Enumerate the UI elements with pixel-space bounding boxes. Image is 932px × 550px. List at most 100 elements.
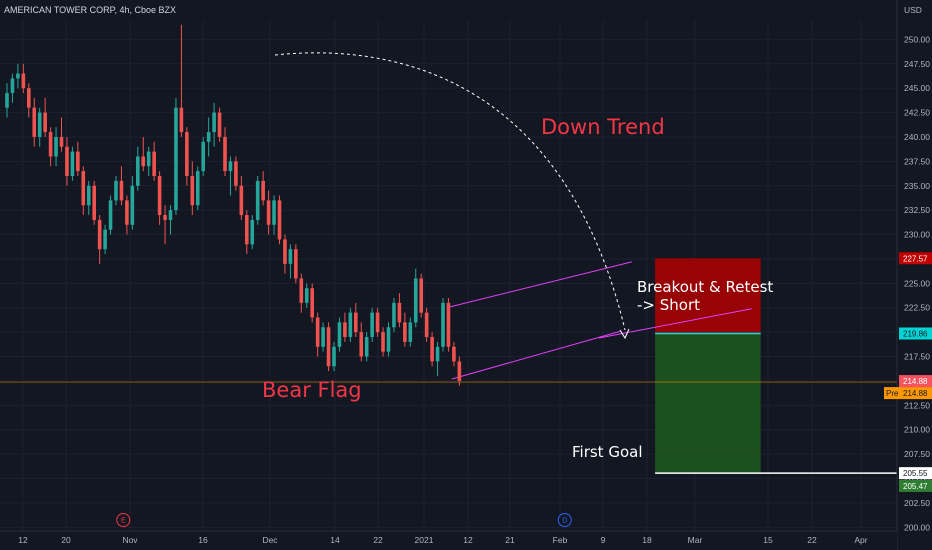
grid-lines bbox=[0, 20, 897, 531]
time-tick-label: 16 bbox=[198, 535, 208, 545]
bear-flag-channel[interactable] bbox=[446, 261, 752, 380]
down-trend-arrowhead bbox=[619, 328, 630, 340]
bear-flag-label: Bear Flag bbox=[262, 378, 362, 402]
candle-body bbox=[446, 302, 451, 347]
stop-loss-zone bbox=[655, 258, 761, 334]
candle-body bbox=[168, 210, 173, 220]
price-badge-value: 214.88 bbox=[903, 389, 928, 398]
candle-body bbox=[337, 322, 342, 347]
candle-body bbox=[76, 151, 80, 172]
time-tick-label: 22 bbox=[373, 535, 383, 545]
candle-body bbox=[332, 346, 336, 367]
price-badges: 227.57 219.86 214.88 214.88 Pre 205.55 205.47 bbox=[884, 252, 932, 492]
candle-body bbox=[354, 312, 358, 333]
event-marker-label: E bbox=[121, 518, 126, 525]
price-axis-labels: 200.00202.50205.00207.50210.00212.50215.… bbox=[904, 34, 930, 532]
candle-body bbox=[381, 332, 385, 352]
time-axis-background bbox=[0, 531, 897, 550]
event-marker[interactable] bbox=[116, 513, 131, 527]
channel-lower-line bbox=[451, 330, 621, 380]
candle-body bbox=[10, 78, 15, 94]
candle-body bbox=[228, 161, 233, 172]
first-goal-label: First Goal bbox=[572, 443, 643, 461]
candle-body bbox=[217, 112, 222, 137]
candle-body bbox=[250, 219, 255, 245]
channel-mid-line bbox=[598, 308, 752, 339]
candle-body bbox=[299, 278, 304, 303]
candle-body bbox=[125, 200, 129, 225]
candle-body bbox=[452, 346, 456, 362]
price-tick-label: 207.50 bbox=[904, 449, 930, 459]
candle-body bbox=[359, 332, 364, 357]
candle-body bbox=[348, 312, 353, 338]
candle-body bbox=[413, 278, 418, 323]
price-axis-background bbox=[897, 0, 932, 550]
candle-body bbox=[261, 180, 265, 201]
candle-body bbox=[294, 249, 298, 279]
price-badge bbox=[899, 375, 932, 388]
candle-body bbox=[97, 219, 102, 250]
candle-body bbox=[457, 361, 462, 381]
time-tick-label: Apr bbox=[854, 535, 867, 545]
candle-body bbox=[403, 322, 407, 342]
time-tick-label: Nov bbox=[122, 535, 138, 545]
price-tick-label: 242.50 bbox=[904, 108, 930, 118]
candle-body bbox=[266, 200, 271, 225]
candle-body bbox=[81, 171, 86, 206]
candle-body bbox=[48, 132, 53, 157]
candle-body bbox=[174, 107, 178, 211]
candle-body bbox=[288, 249, 293, 264]
channel-upper-line bbox=[446, 261, 632, 309]
pre-market-label: Pre bbox=[886, 389, 899, 398]
candle-body bbox=[32, 107, 37, 137]
short-position-tool[interactable] bbox=[655, 258, 761, 474]
time-tick-label: Mar bbox=[688, 535, 703, 545]
candle-body bbox=[277, 200, 282, 240]
candle-body bbox=[108, 200, 113, 230]
candle-body bbox=[326, 327, 331, 367]
candle-body bbox=[114, 180, 118, 201]
time-tick-label: 12 bbox=[18, 535, 28, 545]
candlestick-series bbox=[5, 24, 462, 386]
candle-body bbox=[16, 73, 20, 79]
candle-body bbox=[43, 112, 47, 133]
price-badge bbox=[899, 479, 932, 492]
candle-body bbox=[92, 185, 96, 220]
candle-body bbox=[245, 215, 249, 245]
candle-body bbox=[223, 136, 227, 172]
down-trend-label: Down Trend bbox=[541, 115, 665, 139]
candle-body bbox=[5, 93, 9, 108]
event-marker[interactable] bbox=[557, 513, 572, 527]
price-tick-label: 245.00 bbox=[904, 83, 930, 93]
candle-body bbox=[21, 73, 26, 89]
time-tick-label: 2021 bbox=[415, 535, 434, 545]
candle-body bbox=[190, 175, 195, 206]
candle-body bbox=[119, 180, 124, 201]
time-tick-label: 18 bbox=[642, 535, 652, 545]
candle-body bbox=[195, 171, 200, 206]
candle-body bbox=[408, 322, 413, 342]
price-badge-value: 227.57 bbox=[903, 254, 928, 263]
time-tick-label: 9 bbox=[601, 535, 606, 545]
price-badge-value: 205.55 bbox=[903, 469, 928, 478]
price-tick-label: 230.00 bbox=[904, 230, 930, 240]
candle-body bbox=[157, 175, 162, 216]
price-tick-label: 240.00 bbox=[904, 132, 930, 142]
event-markers[interactable]: EDE bbox=[116, 513, 932, 527]
take-profit-zone bbox=[655, 333, 761, 474]
time-tick-label: 20 bbox=[61, 535, 71, 545]
candle-body bbox=[310, 288, 314, 318]
candle-body bbox=[152, 151, 156, 176]
time-tick-label: Feb bbox=[553, 535, 568, 545]
candle-body bbox=[304, 288, 309, 303]
chart-title: AMERICAN TOWER CORP, 4h, Cboe BZX bbox=[4, 5, 176, 15]
price-badge-value: 219.86 bbox=[903, 330, 928, 339]
candle-body bbox=[179, 107, 184, 133]
candle-body bbox=[441, 302, 445, 347]
time-tick-label: 14 bbox=[330, 535, 340, 545]
candle-body bbox=[37, 112, 42, 137]
candle-body bbox=[386, 327, 391, 352]
price-badge-value: 205.47 bbox=[903, 482, 928, 491]
candle-body bbox=[141, 156, 146, 167]
